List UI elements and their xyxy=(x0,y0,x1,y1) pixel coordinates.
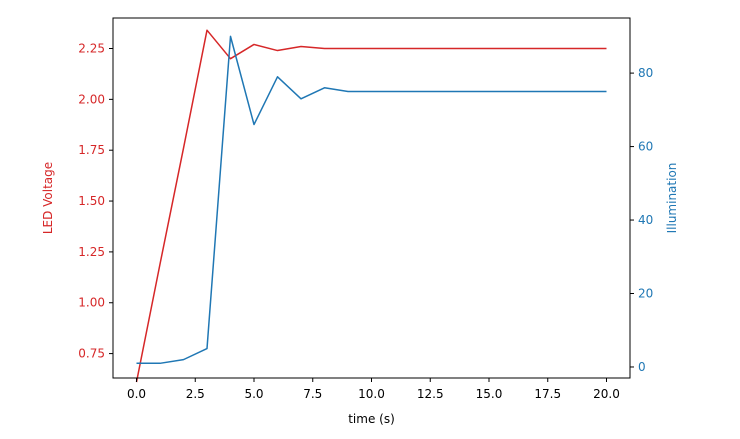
left-y-tick-label: 0.75 xyxy=(78,347,105,361)
x-tick-label: 15.0 xyxy=(476,387,503,401)
left-y-tick-label: 1.00 xyxy=(78,296,105,310)
x-tick-label: 10.0 xyxy=(358,387,385,401)
illumination-series-line xyxy=(136,35,607,365)
left-y-tick-label: 1.75 xyxy=(78,143,105,157)
x-tick-label: 20.0 xyxy=(593,387,620,401)
left-y-tick-label: 1.25 xyxy=(78,245,105,259)
right-y-axis-label: Illumination xyxy=(665,163,679,234)
axes-frame xyxy=(112,17,631,379)
right-y-tick-label: 80 xyxy=(638,66,653,80)
x-tick-label: 7.5 xyxy=(303,387,322,401)
left-y-tick-label: 1.50 xyxy=(78,194,105,208)
x-tick-label: 0.0 xyxy=(127,387,146,401)
right-y-tick-label: 0 xyxy=(638,360,646,374)
right-y-tick-label: 40 xyxy=(638,213,653,227)
series-layer xyxy=(135,29,607,383)
right-y-tick-label: 60 xyxy=(638,140,653,154)
x-tick-label: 5.0 xyxy=(244,387,263,401)
left-y-tick-label: 2.00 xyxy=(78,92,105,106)
x-axis: 0.0 2.5 5.0 7.5 10.0 12.5 15.0 17.5 20.0 xyxy=(127,378,620,401)
led-voltage-series-line xyxy=(135,29,607,383)
x-tick-label: 17.5 xyxy=(534,387,561,401)
right-y-tick-label: 20 xyxy=(638,287,653,301)
right-y-axis: 0 20 40 60 80 xyxy=(630,66,653,374)
x-axis-label: time (s) xyxy=(348,412,395,426)
x-tick-label: 2.5 xyxy=(186,387,205,401)
left-y-tick-label: 2.25 xyxy=(78,42,105,56)
left-y-axis-label: LED Voltage xyxy=(41,162,55,234)
plot-frame xyxy=(112,17,631,379)
left-y-axis: 0.75 1.00 1.25 1.50 1.75 2.00 2.25 xyxy=(78,42,113,361)
x-tick-label: 12.5 xyxy=(417,387,444,401)
